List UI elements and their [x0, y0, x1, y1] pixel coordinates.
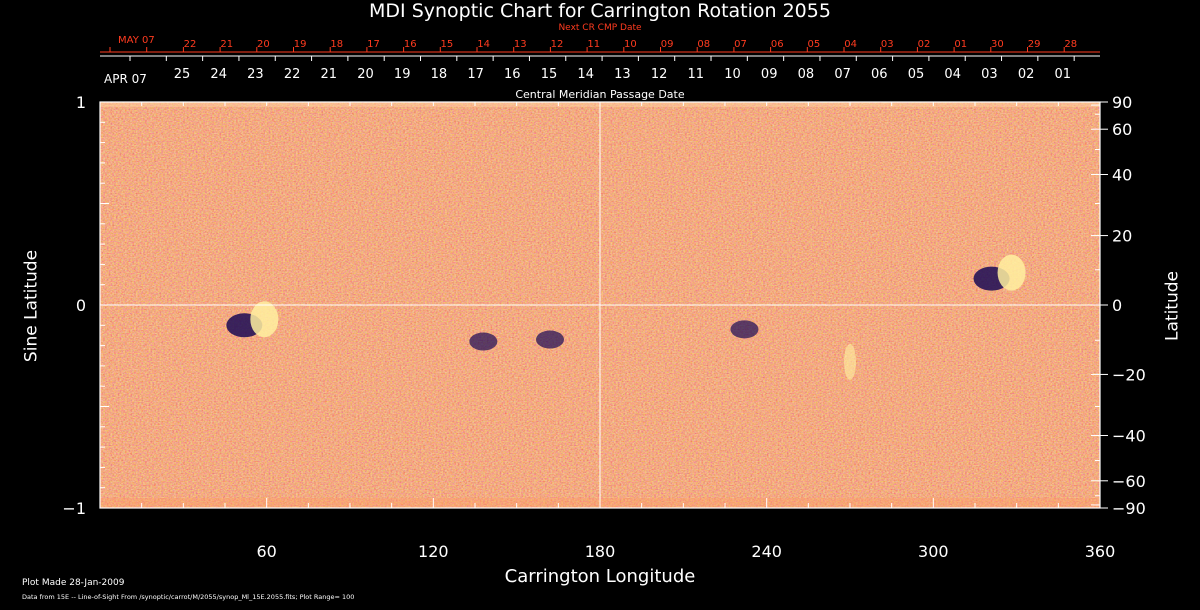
x-tick-label: 180 — [585, 542, 616, 561]
next-cr-date-label: 05 — [808, 39, 821, 50]
y-tick-label-right: 0 — [1112, 296, 1122, 315]
cmp-date-label: 03 — [981, 67, 998, 82]
next-cr-date-label: 28 — [1064, 39, 1077, 50]
next-cr-date-label: 01 — [954, 39, 967, 50]
cmp-date-label: 06 — [871, 67, 888, 82]
cmp-date-label: 05 — [908, 67, 925, 82]
y-axis-label-left: Sine Latitude — [21, 249, 42, 363]
cmp-date-label: 14 — [577, 67, 594, 82]
next-cr-date-label: 30 — [991, 39, 1004, 50]
cmp-date-label: 08 — [798, 67, 815, 82]
cmp-date-label: 17 — [467, 67, 484, 82]
cmp-date-label: 07 — [834, 67, 851, 82]
cmp-date-label: 25 — [174, 67, 191, 82]
y-tick-label-left: 1 — [76, 93, 86, 112]
next-cr-date-label: 07 — [734, 39, 747, 50]
chart-title: MDI Synoptic Chart for Carrington Rotati… — [369, 0, 831, 22]
active-region-positive — [250, 301, 279, 338]
plot-made-note: Plot Made 28-Jan-2009 — [22, 578, 125, 588]
cmp-date-label: 04 — [944, 67, 961, 82]
y-tick-label-right: −40 — [1112, 426, 1146, 445]
x-tick-label: 120 — [418, 542, 449, 561]
cmp-date-label: 02 — [1018, 67, 1035, 82]
cmp-date-label: 16 — [504, 67, 521, 82]
next-cr-date-label: 21 — [220, 39, 233, 50]
next-cr-date-label: 16 — [404, 39, 417, 50]
next-cr-date-label: 15 — [441, 39, 454, 50]
next-cr-axis-title: Next CR CMP Date — [558, 23, 642, 33]
cmp-date-label: 19 — [394, 67, 411, 82]
cmp-date-label: 24 — [210, 67, 227, 82]
next-cr-date-label: 12 — [551, 39, 564, 50]
next-cr-date-label: 13 — [514, 39, 527, 50]
next-cr-date-label: 11 — [587, 39, 600, 50]
cmp-date-label: 22 — [284, 67, 301, 82]
y-tick-label-left: 0 — [76, 296, 86, 315]
y-tick-label-right: 90 — [1112, 93, 1132, 112]
y-tick-label-right: 60 — [1112, 120, 1132, 139]
next-cr-date-label: 14 — [477, 39, 490, 50]
y-tick-label-left: −1 — [62, 499, 86, 518]
next-cr-date-label: 17 — [367, 39, 380, 50]
next-cr-date-label: 19 — [294, 39, 307, 50]
next-cr-date-label: 22 — [184, 39, 197, 50]
cmp-date-label: 01 — [1055, 67, 1072, 82]
next-cr-date-label: 03 — [881, 39, 894, 50]
active-region-negative — [469, 332, 498, 351]
next-cr-month-label: MAY 07 — [118, 35, 155, 46]
cmp-date-label: 09 — [761, 67, 778, 82]
next-cr-date-label: 18 — [330, 39, 343, 50]
next-cr-date-label: 09 — [661, 39, 674, 50]
next-cr-date-label: 08 — [697, 39, 710, 50]
x-tick-label: 60 — [256, 542, 276, 561]
cmp-date-label: 11 — [688, 67, 705, 82]
cmp-date-label: 20 — [357, 67, 374, 82]
cmp-date-label: 15 — [541, 67, 558, 82]
y-tick-label-right: 40 — [1112, 166, 1132, 185]
data-source-note: Data from 15E -- Line-of-Sight From /syn… — [22, 593, 355, 601]
active-region-positive — [844, 343, 856, 380]
cmp-date-label: 18 — [431, 67, 448, 82]
cmp-date-label: 21 — [321, 67, 338, 82]
y-tick-label-right: −20 — [1112, 365, 1146, 384]
next-cr-date-label: 02 — [918, 39, 931, 50]
cmp-date-label: 13 — [614, 67, 631, 82]
cmp-axis-label: Central Meridian Passage Date — [515, 88, 685, 101]
x-tick-label: 360 — [1085, 542, 1116, 561]
y-tick-label-right: 20 — [1112, 227, 1132, 246]
next-cr-date-label: 10 — [624, 39, 637, 50]
next-cr-date-label: 04 — [844, 39, 857, 50]
active-region-negative — [536, 330, 564, 349]
y-tick-label-right: −60 — [1112, 472, 1146, 491]
active-region-negative — [730, 320, 759, 339]
y-tick-label-right: −90 — [1112, 499, 1146, 518]
cmp-date-label: 12 — [651, 67, 668, 82]
x-axis-label: Carrington Longitude — [504, 566, 696, 587]
cmp-date-label: 10 — [724, 67, 741, 82]
active-region-positive — [997, 254, 1026, 291]
x-tick-label: 300 — [918, 542, 949, 561]
next-cr-date-label: 20 — [257, 39, 270, 50]
x-tick-label: 240 — [751, 542, 782, 561]
next-cr-date-label: 29 — [1028, 39, 1041, 50]
next-cr-date-label: 06 — [771, 39, 784, 50]
cmp-date-label: 23 — [247, 67, 264, 82]
y-axis-label-right: Latitude — [1162, 271, 1183, 341]
cmp-month-label: APR 07 — [104, 72, 147, 86]
